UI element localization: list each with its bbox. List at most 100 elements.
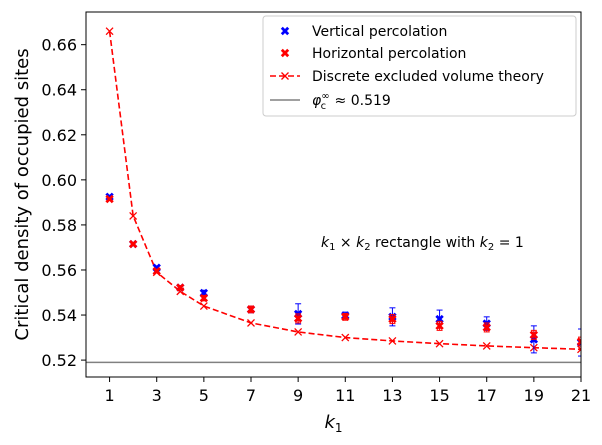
legend-phi: φ	[312, 93, 322, 109]
theory-point-12-b	[577, 348, 581, 354]
horizontal-point-12	[576, 337, 581, 346]
horizontal-point-10	[482, 323, 491, 332]
legend-label-vertical: Vertical percolation	[312, 24, 447, 40]
horizontal-point-8-b	[388, 314, 397, 324]
horizontal-point-2	[152, 266, 161, 276]
annot-k2b: k	[480, 235, 489, 251]
y-tick-label-3: 0.58	[41, 216, 77, 235]
annot-k1: k	[321, 235, 330, 251]
legend-label-horizontal: Horizontal percolation	[312, 46, 466, 62]
horizontal-point-9	[435, 321, 444, 331]
annot-k2-sub: 2	[364, 242, 370, 253]
axes-frame	[85, 11, 582, 378]
x-tick-label-15: 15	[429, 386, 449, 405]
horizontal-point-11	[529, 330, 539, 340]
theory-point-1	[129, 211, 138, 220]
legend-marker-theory-b	[281, 72, 289, 80]
theory-point-6-b	[294, 327, 303, 336]
horizontal-point-5	[246, 305, 256, 314]
horizontal-point-2-b	[152, 266, 161, 276]
horizontal-point-11-b	[529, 330, 539, 340]
horizontal-point-6	[293, 314, 303, 323]
legend-marker-horizontal	[280, 48, 290, 58]
legend-phi-sup: ∞	[321, 91, 329, 102]
horizontal-point-3-b	[176, 283, 185, 292]
horizontal-point-12-b	[576, 339, 581, 346]
horizontal-series	[105, 194, 581, 347]
theory-point-8	[388, 336, 397, 345]
theory-point-10-b	[482, 341, 491, 350]
x-axis-label-base: k	[324, 412, 336, 433]
y-tick-label-5: 0.62	[41, 126, 77, 145]
y-tick-label-4: 0.60	[41, 171, 77, 190]
theory-point-12-a	[577, 345, 581, 351]
vertical-series	[105, 192, 581, 357]
legend: Vertical percolation Horizontal percolat…	[262, 15, 577, 117]
theory-point-7	[341, 333, 350, 342]
horizontal-point-9-b	[435, 321, 444, 331]
legend-marker-theory	[281, 72, 289, 80]
vertical-point-0	[105, 192, 114, 201]
theory-point-7-b	[341, 333, 350, 342]
theory-point-9	[435, 339, 444, 348]
vertical-point-0-b	[105, 192, 114, 201]
x-tick-label-9: 9	[293, 386, 303, 405]
x-tick-label-1: 1	[104, 386, 114, 405]
theory-point-12	[577, 345, 581, 354]
legend-marker-vertical	[280, 26, 290, 36]
horizontal-point-12-a	[576, 337, 581, 344]
horizontal-point-1	[128, 239, 138, 249]
legend-label-limit: φ∞ c ≈ 0.519	[312, 91, 391, 112]
theory-point-6	[294, 327, 303, 336]
x-tick-label-3: 3	[152, 386, 162, 405]
theory-point-4-b	[199, 302, 208, 310]
annot-times: ×	[335, 235, 356, 251]
annot-k2: k	[356, 235, 365, 251]
x-tick-label-19: 19	[524, 386, 544, 405]
legend-box	[262, 15, 577, 117]
legend-label-theory: Discrete excluded volume theory	[312, 69, 544, 85]
theory-point-5	[247, 318, 255, 327]
legend-marker-vertical-b	[280, 26, 290, 36]
horizontal-point-6-b	[293, 314, 303, 323]
x-tick-label-5: 5	[199, 386, 209, 405]
annotation-text: k1 × k2 rectangle with k2 = 1	[321, 235, 524, 253]
horizontal-errorbar-12	[578, 336, 581, 347]
y-axis-ticks: 0.52 0.54 0.56 0.58 0.60 0.62 0.64 0.66	[41, 36, 86, 370]
legend-phi-rest: ≈ 0.519	[330, 93, 391, 109]
theory-point-9-b	[435, 339, 444, 348]
annot-eq: = 1	[494, 235, 524, 251]
x-tick-label-11: 11	[335, 386, 355, 405]
y-tick-label-7: 0.66	[41, 36, 77, 55]
horizontal-point-4	[199, 293, 209, 303]
legend-phi-sub: c	[321, 101, 327, 112]
theory-point-5-b	[247, 318, 255, 327]
theory-point-4	[199, 302, 208, 310]
x-tick-label-7: 7	[246, 386, 256, 405]
theory-point-8-b	[388, 336, 397, 345]
horizontal-point-5-b	[246, 305, 256, 314]
y-axis-label: Critical density of occupied sites	[12, 48, 33, 340]
horizontal-point-4-b	[199, 293, 209, 303]
horizontal-point-0-b	[105, 194, 114, 204]
x-tick-label-21: 21	[571, 386, 591, 405]
x-tick-label-17: 17	[477, 386, 497, 405]
y-tick-label-1: 0.54	[41, 306, 77, 325]
horizontal-point-7-b	[341, 312, 350, 322]
theory-point-0	[105, 27, 114, 36]
legend-marker-horizontal-b	[280, 48, 290, 58]
x-axis-label: k1	[324, 412, 342, 435]
horizontal-point-0	[105, 194, 114, 204]
vertical-errorbar-12	[578, 328, 581, 357]
x-tick-label-13: 13	[382, 386, 402, 405]
theory-point-1-b	[129, 211, 138, 220]
horizontal-point-3	[176, 283, 185, 292]
y-tick-label-6: 0.64	[41, 81, 77, 100]
annot-rest: rectangle with	[371, 235, 480, 251]
x-axis-ticks: 1 3 5 7 9 11 13 15 17 19 21	[104, 377, 591, 405]
horizontal-point-10-b	[482, 323, 491, 332]
y-tick-label-0: 0.52	[41, 351, 77, 370]
horizontal-point-1-b	[128, 239, 138, 249]
horizontal-point-7	[341, 312, 350, 322]
